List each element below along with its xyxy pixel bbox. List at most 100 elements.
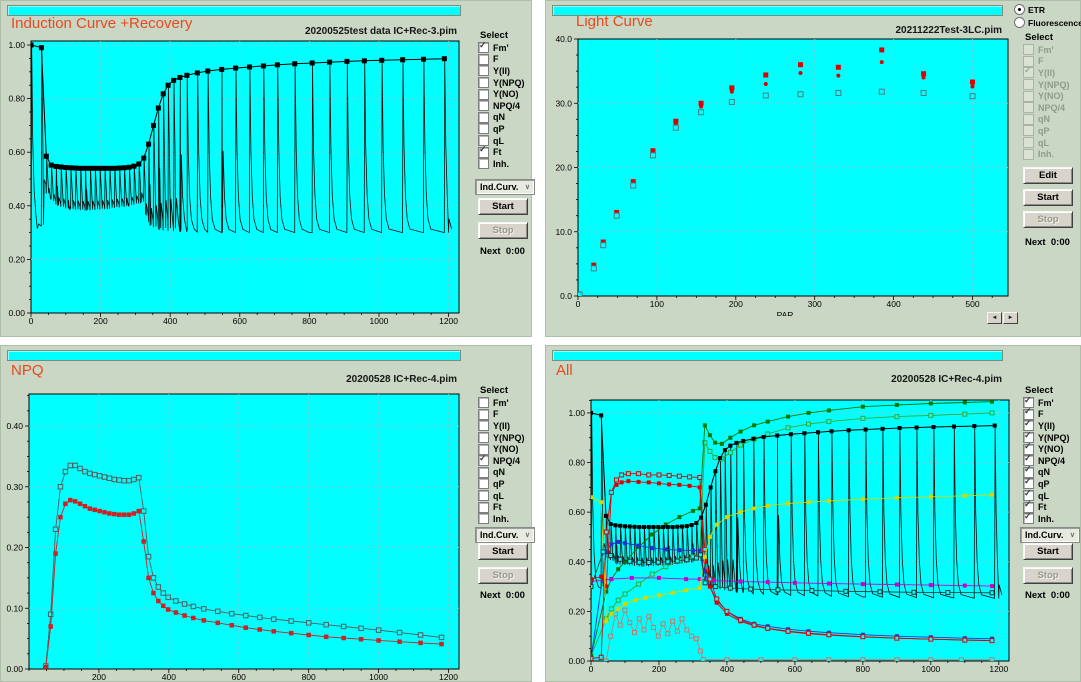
- checkbox-box-icon[interactable]: ✓: [478, 453, 489, 467]
- checkbox-npq4[interactable]: ✓ NPQ/4: [478, 453, 534, 467]
- checkbox-f[interactable]: F: [478, 408, 534, 421]
- checkbox-box-icon[interactable]: ✓: [1023, 500, 1034, 513]
- checkbox-yno[interactable]: Y(NO): [478, 443, 534, 455]
- svg-text:0.00: 0.00: [6, 664, 23, 674]
- checkbox-box-icon[interactable]: [478, 135, 489, 147]
- checkbox-box-icon[interactable]: ✓: [478, 145, 489, 158]
- scroll-left-button[interactable]: ◄: [987, 312, 1002, 324]
- svg-text:40.0: 40.0: [555, 34, 572, 44]
- radio-fluorescence[interactable]: Fluorescence: [1014, 17, 1081, 28]
- checkbox-npq4[interactable]: ✓ NPQ/4: [1023, 453, 1079, 467]
- checkbox-box-icon[interactable]: [478, 501, 489, 513]
- checkbox-inh[interactable]: ✓ Inh.: [1023, 511, 1079, 525]
- checkbox-box-icon[interactable]: ✓: [1023, 407, 1034, 420]
- checkbox-ql[interactable]: qL: [478, 490, 534, 502]
- checkbox-box-icon[interactable]: ✓: [1023, 453, 1034, 467]
- start-button[interactable]: Start: [478, 198, 528, 215]
- checkbox-ql[interactable]: qL: [478, 135, 534, 147]
- checkbox-inh[interactable]: Inh.: [478, 513, 534, 525]
- chevron-down-icon: ∨: [524, 532, 530, 539]
- checkbox-yii[interactable]: Y(II): [478, 65, 534, 77]
- checkbox-label: Fm': [493, 397, 509, 408]
- page-title: Light Curve: [576, 13, 653, 30]
- checkbox-fm[interactable]: ✓ Fm': [478, 40, 534, 54]
- checkbox-box-icon[interactable]: [478, 77, 489, 89]
- checkbox-box-icon[interactable]: [478, 466, 489, 478]
- checkbox-qp[interactable]: qP: [478, 478, 534, 490]
- checkbox-fm[interactable]: Fm': [478, 397, 534, 409]
- start-button[interactable]: Start: [1023, 189, 1073, 206]
- checkbox-qn[interactable]: ✓ qN: [1023, 465, 1079, 479]
- checkbox-box-icon[interactable]: [478, 490, 489, 502]
- curve-type-select[interactable]: Ind.Curv. ∨: [1020, 527, 1080, 543]
- checkbox-box-icon[interactable]: [478, 158, 489, 170]
- checkbox-inh[interactable]: Inh.: [478, 158, 534, 170]
- curve-type-select[interactable]: Ind.Curv. ∨: [475, 527, 535, 543]
- checkbox-qn[interactable]: qN: [478, 466, 534, 479]
- radio-button-icon[interactable]: [1014, 4, 1025, 15]
- checkbox-box-icon[interactable]: [478, 88, 489, 100]
- svg-text:0.0: 0.0: [560, 291, 572, 301]
- checkbox-box-icon[interactable]: [478, 65, 489, 77]
- svg-text:0.60: 0.60: [568, 507, 585, 517]
- svg-text:0: 0: [576, 299, 581, 309]
- checkbox-box-icon[interactable]: [478, 432, 489, 444]
- checkbox-box-icon[interactable]: [478, 420, 489, 432]
- checkbox-qn[interactable]: qN: [478, 111, 534, 124]
- checkbox-box-icon[interactable]: [478, 397, 489, 409]
- stop-button: Stop: [478, 222, 528, 239]
- svg-text:0.10: 0.10: [6, 603, 23, 613]
- checkbox-ynpq[interactable]: Y(NPQ): [478, 432, 534, 444]
- start-button[interactable]: Start: [1023, 543, 1073, 560]
- svg-text:800: 800: [856, 664, 870, 674]
- checkbox-qp[interactable]: ✓ qP: [1023, 476, 1079, 490]
- svg-text:0.20: 0.20: [568, 606, 585, 616]
- svg-text:PAR: PAR: [777, 310, 794, 316]
- checkbox-ft[interactable]: Ft: [478, 501, 534, 513]
- radio-etr[interactable]: ETR: [1014, 4, 1045, 15]
- curve-type-select[interactable]: Ind.Curv. ∨: [475, 179, 535, 195]
- checkbox-box-icon[interactable]: ✓: [1023, 442, 1034, 455]
- checkbox-fm[interactable]: ✓ Fm': [1023, 395, 1079, 409]
- checkbox-yii[interactable]: Y(II): [478, 420, 534, 432]
- checkbox-yno[interactable]: Y(NO): [478, 88, 534, 100]
- checkbox-box-icon[interactable]: ✓: [1023, 395, 1034, 409]
- scroll-right-button[interactable]: ►: [1003, 312, 1018, 324]
- checkbox-box-icon[interactable]: [478, 478, 489, 490]
- checkbox-f[interactable]: ✓ F: [1023, 407, 1079, 421]
- checkbox-box-icon[interactable]: ✓: [1023, 418, 1034, 432]
- checkbox-ynpq[interactable]: Y(NPQ): [478, 77, 534, 89]
- checkbox-box-icon[interactable]: [478, 408, 489, 420]
- svg-text:0: 0: [29, 316, 34, 326]
- panel-all: All 20200528 IC+Rec-4.pim 0 200 400 600 800 1…: [545, 345, 1081, 682]
- checkbox-label: qN: [493, 467, 505, 478]
- checkbox-box-icon[interactable]: ✓: [1023, 465, 1034, 478]
- checkbox-box-icon[interactable]: ✓: [1023, 430, 1034, 444]
- checkbox-box-icon[interactable]: [478, 123, 489, 135]
- checkbox-ql[interactable]: ✓ qL: [1023, 488, 1079, 502]
- checkbox-box-icon[interactable]: [478, 443, 489, 455]
- start-button[interactable]: Start: [478, 543, 528, 560]
- checkbox-box-icon[interactable]: [478, 53, 489, 65]
- checkbox-box-icon[interactable]: ✓: [1023, 511, 1034, 525]
- checkbox-qp[interactable]: qP: [478, 123, 534, 135]
- checkbox-ynpq[interactable]: ✓ Y(NPQ): [1023, 430, 1079, 444]
- radio-button-icon[interactable]: [1014, 17, 1025, 28]
- checkbox-box-icon[interactable]: [478, 111, 489, 123]
- checkbox-yii[interactable]: ✓ Y(II): [1023, 418, 1079, 432]
- checkbox-box-icon[interactable]: [478, 513, 489, 525]
- curve-type-value: Ind.Curv.: [480, 530, 519, 540]
- checkbox-box-icon[interactable]: ✓: [1023, 488, 1034, 502]
- checkbox-box-icon[interactable]: ✓: [478, 40, 489, 54]
- checkbox-yno[interactable]: ✓ Y(NO): [1023, 442, 1079, 455]
- title-progress-bar: [7, 350, 461, 361]
- checkbox-box-icon[interactable]: [478, 100, 489, 112]
- checkbox-ft[interactable]: ✓ Ft: [478, 145, 534, 158]
- checkbox-ft[interactable]: ✓ Ft: [1023, 500, 1079, 513]
- checkbox-npq4[interactable]: NPQ/4: [478, 100, 534, 112]
- svg-text:0.20: 0.20: [6, 543, 23, 553]
- svg-text:500: 500: [965, 299, 979, 309]
- edit-button[interactable]: Edit: [1023, 167, 1073, 184]
- checkbox-box-icon[interactable]: ✓: [1023, 476, 1034, 490]
- checkbox-f[interactable]: F: [478, 53, 534, 66]
